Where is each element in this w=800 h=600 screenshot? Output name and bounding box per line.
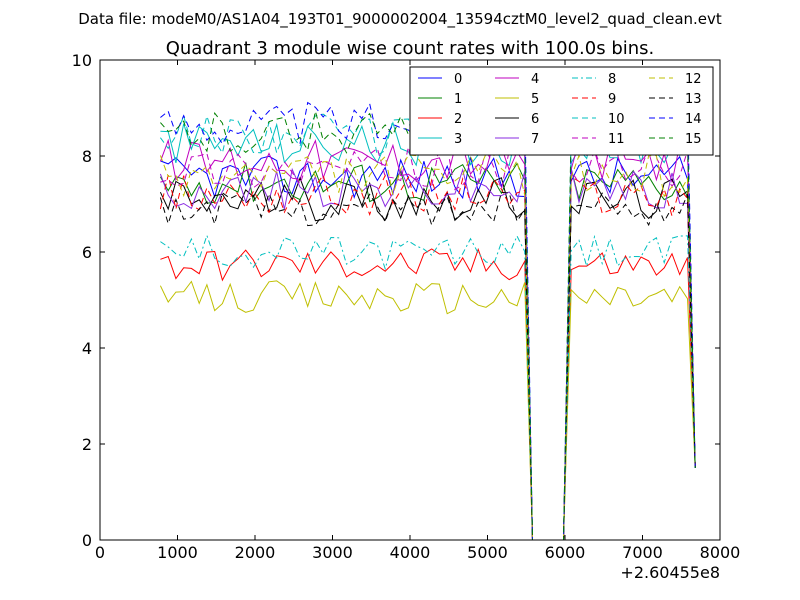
series-line-1 bbox=[159, 162, 696, 541]
series-line-11 bbox=[160, 145, 696, 541]
legend-frame bbox=[409, 66, 714, 156]
chart-title: Quadrant 3 module wise count rates with … bbox=[166, 38, 655, 59]
figure-suptitle: Data file: modeM0/AS1A04_193T01_90000020… bbox=[78, 10, 722, 29]
series-line-13 bbox=[159, 191, 696, 541]
legend-label-4: 4 bbox=[531, 72, 539, 87]
series-line-9 bbox=[159, 174, 696, 541]
legend-label-7: 7 bbox=[531, 132, 539, 147]
x-offset-label: +2.60455e8 bbox=[620, 563, 720, 582]
x-tick-label: 0 bbox=[95, 543, 105, 562]
x-tick-label: 5000 bbox=[467, 543, 508, 562]
legend-label-1: 1 bbox=[454, 92, 462, 107]
legend-label-5: 5 bbox=[531, 92, 539, 107]
legend-label-15: 15 bbox=[685, 132, 702, 147]
y-tick-label: 2 bbox=[82, 435, 92, 454]
series-line-2 bbox=[160, 247, 696, 541]
series-line-0 bbox=[160, 155, 696, 541]
series-line-8 bbox=[160, 233, 696, 541]
y-tick-label: 4 bbox=[82, 339, 92, 358]
y-tick-label: 6 bbox=[82, 243, 92, 262]
legend-label-14: 14 bbox=[685, 112, 702, 127]
x-tick-label: 2000 bbox=[235, 543, 276, 562]
y-tick-label: 8 bbox=[82, 147, 92, 166]
legend-label-3: 3 bbox=[454, 132, 462, 147]
legend-label-2: 2 bbox=[454, 112, 462, 127]
legend-label-10: 10 bbox=[608, 112, 625, 127]
x-tick-label: 3000 bbox=[312, 543, 353, 562]
series-line-12 bbox=[159, 153, 696, 541]
legend-label-9: 9 bbox=[608, 92, 616, 107]
series-line-7 bbox=[159, 167, 696, 541]
plot-lines bbox=[159, 101, 696, 541]
series-line-6 bbox=[159, 176, 696, 541]
y-tick-label: 10 bbox=[72, 51, 92, 70]
x-tick-label: 1000 bbox=[157, 543, 198, 562]
x-tick-label: 7000 bbox=[622, 543, 663, 562]
legend-label-13: 13 bbox=[685, 92, 702, 107]
legend-label-11: 11 bbox=[608, 132, 625, 147]
series-line-4 bbox=[159, 138, 696, 541]
x-tick-label: 4000 bbox=[390, 543, 431, 562]
y-tick-label: 0 bbox=[82, 531, 92, 550]
series-line-14 bbox=[160, 101, 696, 541]
legend-label-6: 6 bbox=[531, 112, 539, 127]
legend-label-8: 8 bbox=[608, 72, 616, 87]
x-tick-label: 6000 bbox=[545, 543, 586, 562]
x-tick-label: 8000 bbox=[700, 543, 741, 562]
legend-label-12: 12 bbox=[685, 72, 702, 87]
legend-label-0: 0 bbox=[454, 72, 462, 87]
series-line-5 bbox=[159, 280, 696, 541]
